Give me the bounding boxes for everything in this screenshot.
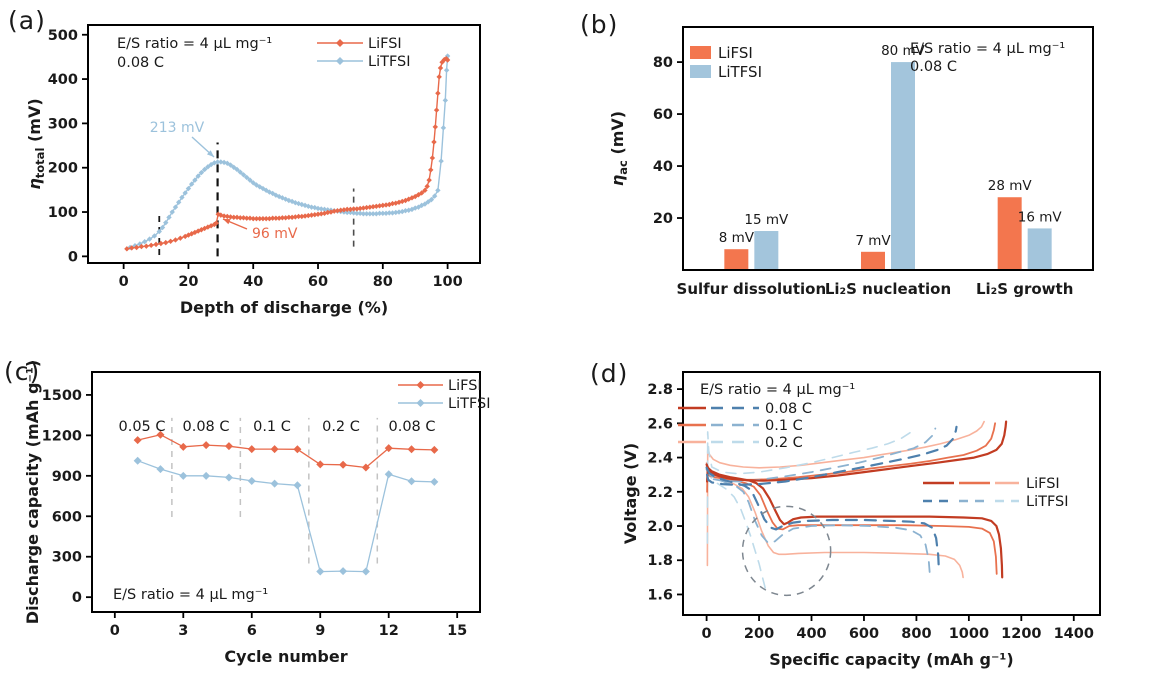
svg-text:0.05 C: 0.05 C — [118, 419, 165, 435]
svg-text:80 mV: 80 mV — [881, 43, 926, 59]
svg-text:3: 3 — [178, 623, 188, 639]
svg-text:1.8: 1.8 — [647, 553, 673, 569]
svg-text:1500: 1500 — [42, 388, 82, 404]
svg-text:100: 100 — [432, 274, 462, 290]
svg-text:40: 40 — [653, 159, 673, 175]
svg-text:800: 800 — [901, 626, 931, 642]
svg-text:96 mV: 96 mV — [252, 226, 298, 242]
svg-text:40: 40 — [243, 274, 263, 290]
svg-text:500: 500 — [48, 28, 78, 44]
panel-c: (c) 0 3 6 9 12 15 0 300 600 900 1200 1500 Cycle numb… — [0, 347, 577, 693]
svg-text:200: 200 — [48, 161, 78, 177]
svg-text:0: 0 — [68, 249, 78, 265]
svg-text:0.1 C: 0.1 C — [253, 419, 291, 435]
panel-b: (b) 8 mV 15 mV Sulfur dissolution 7 mV 80 mV… — [578, 0, 1155, 346]
chart-a-overpotential-vs-dod: 0 20 40 60 80 100 0 100 200 300 400 500 Depth of dis… — [25, 24, 481, 317]
svg-text:LiFSI: LiFSI — [1026, 476, 1060, 492]
svg-text:300: 300 — [52, 550, 82, 566]
svg-text:Specific capacity (mAh g⁻¹): Specific capacity (mAh g⁻¹) — [769, 650, 1013, 669]
panel-d: (d) 0 200 400 600 800 1000 1200 1400 1.6 1.8 2.0 2.… — [578, 347, 1155, 693]
svg-text:Discharge capacity (mAh g⁻¹): Discharge capacity (mAh g⁻¹) — [23, 360, 42, 624]
svg-text:E/S ratio = 4 μL mg⁻¹: E/S ratio = 4 μL mg⁻¹ — [700, 382, 855, 398]
svg-text:LiTFSI: LiTFSI — [718, 63, 762, 81]
svg-text:0: 0 — [72, 590, 82, 606]
panel-c-letter: (c) — [4, 357, 41, 386]
svg-text:1000: 1000 — [949, 626, 989, 642]
panel-a: (a) 0 20 40 60 80 100 0 100 200 300 400 500 Depth of… — [0, 0, 577, 346]
svg-text:213 mV: 213 mV — [150, 120, 205, 136]
svg-text:900: 900 — [52, 469, 82, 485]
svg-text:0.08 C: 0.08 C — [910, 59, 957, 75]
svg-text:1200: 1200 — [1001, 626, 1041, 642]
svg-text:16 mV: 16 mV — [1018, 209, 1063, 225]
svg-text:0: 0 — [119, 274, 129, 290]
panel-d-letter: (d) — [590, 359, 629, 388]
svg-text:0.08 C: 0.08 C — [765, 401, 812, 417]
svg-text:Voltage (V): Voltage (V) — [621, 443, 640, 544]
svg-text:0: 0 — [110, 623, 120, 639]
chart-c-rate-capability: 0 3 6 9 12 15 0 300 600 900 1200 1500 Cycle number Di… — [23, 360, 491, 666]
svg-text:LiFSI: LiFSI — [448, 378, 482, 394]
svg-text:1.6: 1.6 — [647, 587, 673, 603]
svg-text:200: 200 — [744, 626, 774, 642]
svg-text:Depth of discharge (%): Depth of discharge (%) — [180, 298, 388, 317]
chart-b-activation-overpotential-bars: 8 mV 15 mV Sulfur dissolution 7 mV 80 mV Li₂S… — [608, 26, 1094, 298]
svg-text:60: 60 — [308, 274, 328, 290]
svg-text:Li₂S growth: Li₂S growth — [976, 280, 1073, 298]
svg-text:2.4: 2.4 — [647, 451, 673, 467]
svg-text:2.2: 2.2 — [647, 485, 673, 501]
svg-text:ηac (mV): ηac (mV) — [608, 111, 630, 186]
svg-text:LiTFSI: LiTFSI — [368, 54, 411, 70]
svg-text:1400: 1400 — [1054, 626, 1094, 642]
svg-text:100: 100 — [48, 205, 78, 221]
svg-text:600: 600 — [52, 509, 82, 525]
svg-text:E/S ratio = 4 μL mg⁻¹: E/S ratio = 4 μL mg⁻¹ — [910, 41, 1065, 57]
svg-text:6: 6 — [247, 623, 257, 639]
svg-text:7 mV: 7 mV — [855, 233, 891, 249]
svg-text:400: 400 — [48, 72, 78, 88]
svg-text:E/S ratio = 4 μL mg⁻¹: E/S ratio = 4 μL mg⁻¹ — [117, 36, 272, 52]
svg-text:15 mV: 15 mV — [744, 212, 789, 228]
svg-text:0.1 C: 0.1 C — [765, 418, 803, 434]
svg-text:E/S ratio = 4 μL mg⁻¹: E/S ratio = 4 μL mg⁻¹ — [113, 587, 268, 603]
svg-text:12: 12 — [379, 623, 399, 639]
panel-a-letter: (a) — [8, 6, 46, 35]
svg-text:9: 9 — [315, 623, 325, 639]
svg-text:15: 15 — [447, 623, 467, 639]
svg-text:Li₂S nucleation: Li₂S nucleation — [825, 280, 951, 298]
svg-text:2.8: 2.8 — [647, 382, 673, 398]
svg-text:80: 80 — [653, 55, 673, 71]
svg-text:28 mV: 28 mV — [988, 178, 1033, 194]
svg-text:LiTFSI: LiTFSI — [1026, 494, 1069, 510]
svg-text:2.6: 2.6 — [647, 416, 673, 432]
svg-text:0.08 C: 0.08 C — [117, 55, 164, 71]
svg-text:20: 20 — [653, 211, 673, 227]
svg-text:8 mV: 8 mV — [719, 230, 755, 246]
svg-text:0.2 C: 0.2 C — [322, 419, 360, 435]
svg-text:Cycle number: Cycle number — [224, 647, 347, 666]
svg-text:80: 80 — [373, 274, 393, 290]
svg-text:0.08 C: 0.08 C — [388, 419, 435, 435]
svg-text:1200: 1200 — [42, 428, 82, 444]
svg-text:ηtotal (mV): ηtotal (mV) — [25, 98, 47, 189]
svg-text:600: 600 — [849, 626, 879, 642]
svg-text:LiFSI: LiFSI — [368, 36, 402, 52]
svg-text:0.08 C: 0.08 C — [182, 419, 229, 435]
svg-text:2.0: 2.0 — [647, 519, 673, 535]
svg-text:20: 20 — [178, 274, 198, 290]
svg-text:0.2 C: 0.2 C — [765, 435, 803, 451]
svg-text:400: 400 — [796, 626, 826, 642]
svg-text:0: 0 — [702, 626, 712, 642]
chart-d-voltage-profiles: 0 200 400 600 800 1000 1200 1400 1.6 1.8 2.0 2.2 2.4… — [621, 371, 1101, 669]
panel-b-letter: (b) — [580, 10, 619, 39]
svg-text:Sulfur dissolution: Sulfur dissolution — [677, 280, 827, 298]
svg-text:60: 60 — [653, 107, 673, 123]
svg-text:300: 300 — [48, 116, 78, 132]
svg-text:LiFSI: LiFSI — [718, 44, 753, 62]
svg-text:LiTFSI: LiTFSI — [448, 396, 491, 412]
